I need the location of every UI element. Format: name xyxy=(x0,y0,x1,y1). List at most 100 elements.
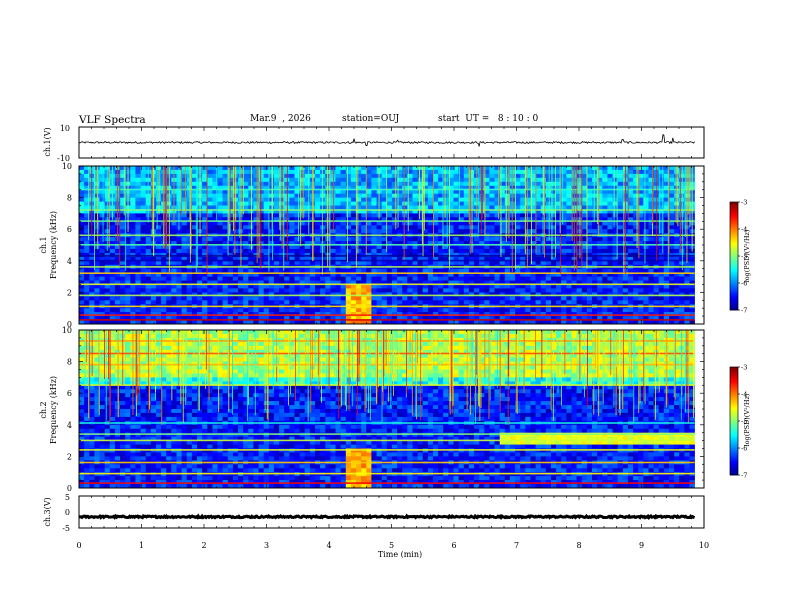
ch1-spec-cell xyxy=(494,237,500,242)
ch1-spec-cell xyxy=(581,288,588,293)
ch1-spec-cell xyxy=(484,213,490,218)
ch1-spec-cell xyxy=(304,229,311,234)
ch1-spec-cell xyxy=(217,205,223,210)
ch1-spec-cell xyxy=(171,245,177,250)
ch1-spec-cell xyxy=(443,173,449,179)
ch1-spec-cell xyxy=(150,300,157,305)
ch1-spec-cell xyxy=(504,288,511,293)
ch1-spec-cell xyxy=(581,173,588,179)
ch1-spec-cell xyxy=(468,260,475,266)
ch1-spec-cell xyxy=(202,268,208,273)
ch1-spec-cell xyxy=(130,260,136,266)
ch1-spec-cell xyxy=(530,166,536,171)
ch1-spec-cell xyxy=(638,209,644,214)
ch1-spec-cell xyxy=(391,213,398,218)
ch1-spec-cell xyxy=(658,201,665,206)
ch1-spec-cell xyxy=(504,181,511,187)
ch1-spec-cell xyxy=(597,280,603,285)
ch1-spec-cell xyxy=(356,268,362,273)
ch1-spec-cell xyxy=(479,252,485,258)
ch1-spec-cell xyxy=(607,272,613,277)
ch1-spec-cell xyxy=(109,316,116,321)
ch1-spec-cell xyxy=(576,237,582,242)
ch1-spec-cell xyxy=(566,221,572,226)
ch1-spec-cell xyxy=(504,189,511,194)
ch1-spec-cell xyxy=(556,284,562,289)
ch1-spec-cell xyxy=(602,320,608,325)
ch1-spec-cell xyxy=(243,260,249,266)
ch1-spec-cell xyxy=(361,276,367,281)
ch1-spec-cell xyxy=(602,284,608,289)
ch1-spec-cell xyxy=(612,288,618,293)
ch1-spec-cell xyxy=(576,248,582,254)
ch1-spec-cell xyxy=(186,185,193,191)
ch1-spec-cell xyxy=(556,260,562,266)
ch1-spec-cell xyxy=(315,260,321,266)
ch1-spec-cell xyxy=(356,312,362,317)
ch1-spec-cell xyxy=(509,320,516,325)
ch1-spec-cell xyxy=(669,173,675,179)
ch1-spec-cell xyxy=(232,241,239,246)
ch1-spec-cell xyxy=(335,316,341,321)
ch1-spec-cell xyxy=(499,229,506,234)
ch1-spec-cell xyxy=(335,166,341,171)
ch1-spec-cell xyxy=(181,225,187,230)
ch1-spec-cell xyxy=(217,193,223,198)
ch1-spec-cell xyxy=(663,205,670,210)
ch1-spec-cell xyxy=(607,268,613,273)
ch1-spec-cell xyxy=(643,177,649,183)
ch1-spec-cell xyxy=(592,245,598,250)
ch1-spec-cell xyxy=(669,288,675,293)
ch1-spec-cell xyxy=(294,181,300,187)
ch1-spec-cell xyxy=(356,284,362,289)
ch1-spec-cell xyxy=(263,272,270,277)
ch1-spec-cell xyxy=(556,221,562,226)
ch1-spec-cell xyxy=(422,252,429,258)
ch1-spec-cell xyxy=(145,312,152,317)
ch1-spec-cell xyxy=(458,201,464,206)
ch1-spec-cell xyxy=(402,225,408,230)
ch1-spec-cell xyxy=(525,272,531,277)
ch1-spec-cell xyxy=(515,229,521,234)
ch1-spec-cell xyxy=(361,320,367,325)
ch1-spec-cell xyxy=(494,173,500,179)
ch1-spec-cell xyxy=(484,166,490,171)
ch1-spec-cell xyxy=(186,296,193,301)
ch1-spec-cell xyxy=(520,185,526,191)
ch1-spec-cell xyxy=(663,256,670,262)
ch1-spec-cell xyxy=(612,245,618,250)
ch1-spec-cell xyxy=(186,197,193,202)
ch1-spec-cell xyxy=(592,316,598,321)
ch1-spec-cell xyxy=(258,217,264,222)
ch1-spec-cell xyxy=(474,288,480,293)
ch1-spec-cell xyxy=(576,221,582,226)
ch1-spec-cell xyxy=(479,320,485,325)
ch1-spec-cell xyxy=(145,237,152,242)
ch1-spec-cell xyxy=(391,201,398,206)
ch1-spec-cell xyxy=(361,272,367,277)
ch1-spec-cell xyxy=(545,189,552,194)
ch1-spec-cell xyxy=(222,166,228,171)
ch1-spec-cell xyxy=(494,292,500,297)
ch1-spec-cell xyxy=(407,189,413,194)
ch1-spec-cell xyxy=(474,296,480,301)
ch1-spec-cell xyxy=(79,316,85,321)
ch1-spec-cell xyxy=(494,245,500,250)
ch1-spec-cell xyxy=(181,166,187,171)
ch1-spec-cell xyxy=(202,205,208,210)
ch1-spec-cell xyxy=(212,193,218,198)
ch1-spec-cell xyxy=(299,292,305,297)
ch1-spec-cell xyxy=(166,308,172,313)
ch1-spec-cell xyxy=(535,193,541,198)
ch1-spec-cell xyxy=(433,173,439,179)
ch1-spec-cell xyxy=(371,252,377,258)
ch1-spec-cell xyxy=(638,284,644,289)
ch1-spec-cell xyxy=(602,221,608,226)
ch1-spec-cell xyxy=(633,217,639,222)
ch1-spec-cell xyxy=(520,225,526,230)
ch1-spec-cell xyxy=(99,205,105,210)
ch1-spec-cell xyxy=(674,209,680,214)
start-time-label: start UT = 8 : 10 : 0 xyxy=(438,114,539,124)
ch1-spec-cell xyxy=(222,268,228,273)
ch1-spec-cell xyxy=(669,205,675,210)
